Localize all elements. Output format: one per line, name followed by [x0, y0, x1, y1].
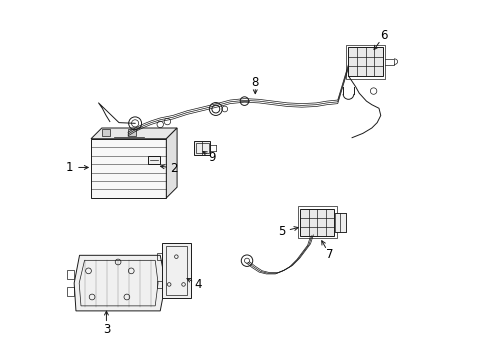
Bar [165, 246, 187, 295]
Bar [156, 281, 162, 288]
Bar [194, 141, 210, 155]
Bar [348, 47, 382, 76]
Text: 5: 5 [278, 225, 285, 238]
Bar [196, 143, 208, 153]
Polygon shape [91, 128, 177, 139]
Text: 6: 6 [380, 29, 387, 42]
Text: 1: 1 [65, 161, 73, 174]
Polygon shape [74, 255, 165, 311]
Bar [102, 129, 110, 135]
Bar [147, 156, 160, 164]
Bar [91, 139, 166, 198]
Text: 9: 9 [208, 150, 216, 163]
Text: 2: 2 [170, 162, 178, 175]
Bar [162, 243, 190, 298]
Bar [128, 129, 136, 135]
Bar [156, 253, 162, 260]
Text: 4: 4 [194, 278, 202, 291]
Bar [346, 45, 384, 78]
Bar [334, 213, 345, 231]
Text: 7: 7 [325, 248, 333, 261]
Text: 3: 3 [102, 323, 110, 336]
Bar [300, 209, 333, 235]
Text: 8: 8 [251, 76, 259, 89]
Polygon shape [166, 128, 177, 198]
Bar [297, 206, 336, 238]
